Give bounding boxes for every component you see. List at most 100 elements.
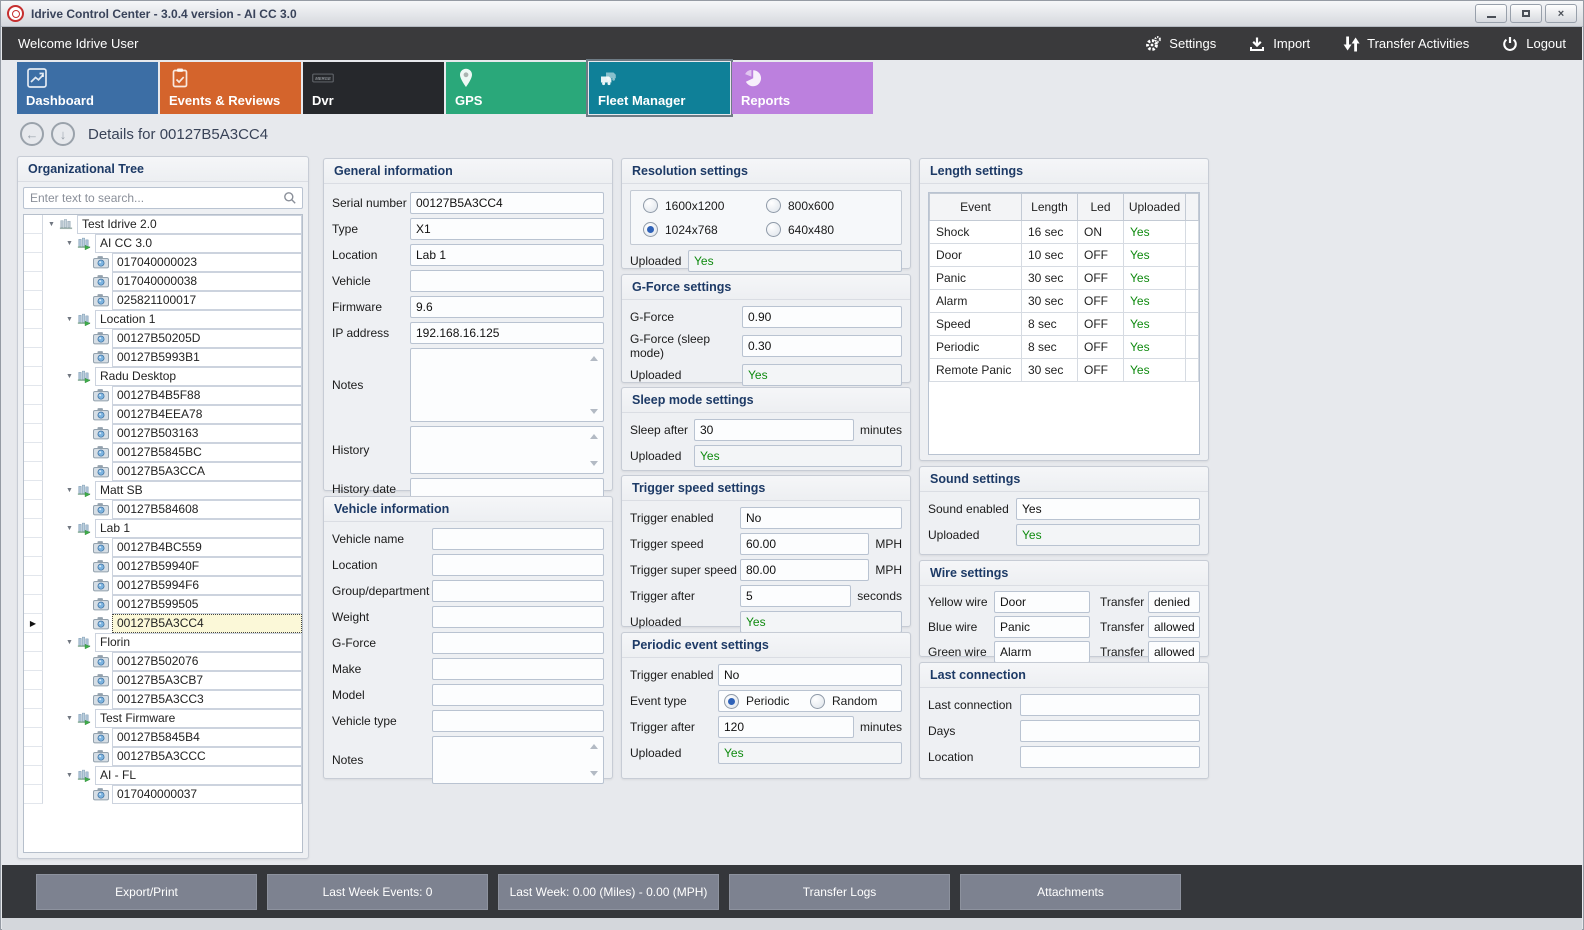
attachments-button[interactable]: Attachments bbox=[960, 873, 1181, 910]
make-field[interactable] bbox=[432, 658, 604, 680]
uploaded-field[interactable]: Yes bbox=[742, 364, 902, 386]
tree-item[interactable]: 017040000037 bbox=[112, 784, 302, 804]
table-row[interactable]: Alarm 30 sec OFF Yes bbox=[929, 289, 1199, 313]
trigger-speed-field[interactable]: 60.00 bbox=[740, 533, 870, 555]
firmware-field[interactable]: 9.6 bbox=[410, 296, 604, 318]
expander-icon[interactable]: ▼ bbox=[66, 240, 73, 247]
sleep-after-field[interactable]: 30 bbox=[694, 419, 854, 441]
tree-item[interactable]: Test Firmware bbox=[95, 708, 302, 728]
tree-item[interactable]: Radu Desktop bbox=[95, 366, 302, 386]
periodic-radio[interactable] bbox=[724, 693, 739, 709]
tree-item[interactable]: 00127B50205D bbox=[112, 328, 302, 348]
transfer-logs-button[interactable]: Transfer Logs bbox=[729, 873, 950, 910]
tree-item[interactable]: 00127B5A3CC3 bbox=[112, 689, 302, 709]
tree-item[interactable]: Lab 1 bbox=[95, 518, 302, 538]
expander-icon[interactable]: ▼ bbox=[66, 487, 73, 494]
vehicle-field[interactable] bbox=[410, 270, 604, 292]
tree-item[interactable]: Matt SB bbox=[95, 480, 302, 500]
vehicle-type-field[interactable] bbox=[432, 710, 604, 732]
g-force-field[interactable] bbox=[432, 632, 604, 654]
table-row[interactable]: Remote Panic 30 sec OFF Yes bbox=[929, 358, 1199, 382]
table-row[interactable]: Door 10 sec OFF Yes bbox=[929, 243, 1199, 267]
settings-button[interactable]: Settings bbox=[1144, 35, 1216, 53]
tab-gps[interactable]: GPS bbox=[446, 62, 587, 114]
trigger-enabled-field[interactable]: No bbox=[718, 664, 902, 686]
group-department-field[interactable] bbox=[432, 580, 604, 602]
640x480-radio[interactable] bbox=[766, 222, 781, 237]
last-week-events-0-button[interactable]: Last Week Events: 0 bbox=[267, 873, 488, 910]
tree-item[interactable]: 00127B584608 bbox=[112, 499, 302, 519]
tree-item[interactable]: Florin bbox=[95, 632, 302, 652]
serial-number-field[interactable]: 00127B5A3CC4 bbox=[410, 192, 604, 214]
location-field[interactable]: Lab 1 bbox=[410, 244, 604, 266]
trigger-enabled-field[interactable]: No bbox=[740, 507, 902, 529]
yellow-wire-field[interactable]: Door bbox=[994, 591, 1090, 613]
tree-item[interactable]: 00127B5845B4 bbox=[112, 727, 302, 747]
table-row[interactable]: Shock 16 sec ON Yes bbox=[929, 220, 1199, 244]
blue-wire-transfer-field[interactable]: allowed bbox=[1148, 616, 1200, 638]
green-wire-field[interactable]: Alarm bbox=[994, 641, 1090, 663]
back-button[interactable]: ← bbox=[20, 122, 44, 146]
green-wire-transfer-field[interactable]: allowed bbox=[1148, 641, 1200, 663]
close-button[interactable]: × bbox=[1545, 4, 1577, 23]
vehicle-name-field[interactable] bbox=[432, 528, 604, 550]
type-field[interactable]: X1 bbox=[410, 218, 604, 240]
weight-field[interactable] bbox=[432, 606, 604, 628]
tree-item[interactable]: 00127B5A3CC4 bbox=[112, 613, 302, 633]
tab-dvr[interactable]: MERGE Dvr bbox=[303, 62, 444, 114]
export-print-button[interactable]: Export/Print bbox=[36, 873, 257, 910]
ip-address-field[interactable]: 192.168.16.125 bbox=[410, 322, 604, 344]
expander-icon[interactable]: ▼ bbox=[66, 772, 73, 779]
tree-item[interactable]: 017040000038 bbox=[112, 271, 302, 291]
tree-item[interactable]: 00127B5A3CCC bbox=[112, 746, 302, 766]
tab-events-reviews[interactable]: Events & Reviews bbox=[160, 62, 301, 114]
table-row[interactable]: Periodic 8 sec OFF Yes bbox=[929, 335, 1199, 359]
1600x1200-radio[interactable] bbox=[643, 198, 658, 213]
trigger-after-field[interactable]: 5 bbox=[740, 585, 852, 607]
blue-wire-field[interactable]: Panic bbox=[994, 616, 1090, 638]
expander-icon[interactable]: ▼ bbox=[66, 316, 73, 323]
logout-button[interactable]: Logout bbox=[1501, 35, 1566, 53]
uploaded-field[interactable]: Yes bbox=[718, 742, 902, 764]
notes-textarea[interactable] bbox=[432, 736, 604, 784]
last-week-0-00-miles-0-00-mph-button[interactable]: Last Week: 0.00 (Miles) - 0.00 (MPH) bbox=[498, 873, 719, 910]
uploaded-field[interactable]: Yes bbox=[688, 250, 902, 272]
tree-item[interactable]: 00127B59940F bbox=[112, 556, 302, 576]
history-textarea[interactable] bbox=[410, 426, 604, 474]
trigger-after-field[interactable]: 120 bbox=[718, 716, 854, 738]
expander-icon[interactable]: ▼ bbox=[66, 525, 73, 532]
tree-item[interactable]: 00127B4EEA78 bbox=[112, 404, 302, 424]
tree-item[interactable]: 00127B5993B1 bbox=[112, 347, 302, 367]
uploaded-field[interactable]: Yes bbox=[740, 611, 902, 633]
tab-fleet-manager[interactable]: Fleet Manager bbox=[586, 59, 733, 117]
tree-item[interactable]: 00127B5A3CCA bbox=[112, 461, 302, 481]
tree-item[interactable]: 00127B599505 bbox=[112, 594, 302, 614]
expander-icon[interactable]: ▼ bbox=[66, 639, 73, 646]
yellow-wire-transfer-field[interactable]: denied bbox=[1148, 591, 1200, 613]
transfer-activities-button[interactable]: Transfer Activities bbox=[1342, 35, 1469, 53]
uploaded-field[interactable]: Yes bbox=[1016, 524, 1200, 546]
tab-dashboard[interactable]: Dashboard bbox=[17, 62, 158, 114]
tab-reports[interactable]: Reports bbox=[732, 62, 873, 114]
import-button[interactable]: Import bbox=[1248, 35, 1310, 53]
location-field[interactable] bbox=[1020, 746, 1200, 768]
minimize-button[interactable] bbox=[1475, 4, 1507, 23]
tree-item[interactable]: 00127B4BC559 bbox=[112, 537, 302, 557]
g-force-sleep-mode-field[interactable]: 0.30 bbox=[742, 335, 902, 357]
tree-item[interactable]: 00127B5994F6 bbox=[112, 575, 302, 595]
tree-item[interactable]: Location 1 bbox=[95, 309, 302, 329]
expander-icon[interactable]: ▼ bbox=[48, 221, 55, 228]
location-field[interactable] bbox=[432, 554, 604, 576]
800x600-radio[interactable] bbox=[766, 198, 781, 213]
notes-textarea[interactable] bbox=[410, 348, 604, 422]
trigger-super-speed-field[interactable]: 80.00 bbox=[740, 559, 870, 581]
tree-item[interactable]: AI - FL bbox=[95, 765, 302, 785]
tree-item[interactable]: 00127B502076 bbox=[112, 651, 302, 671]
g-force-field[interactable]: 0.90 bbox=[742, 306, 902, 328]
tree-item[interactable]: 00127B503163 bbox=[112, 423, 302, 443]
expander-icon[interactable]: ▼ bbox=[66, 715, 73, 722]
model-field[interactable] bbox=[432, 684, 604, 706]
expander-icon[interactable]: ▼ bbox=[66, 373, 73, 380]
tree-item[interactable]: 00127B5845BC bbox=[112, 442, 302, 462]
days-field[interactable] bbox=[1020, 720, 1200, 742]
